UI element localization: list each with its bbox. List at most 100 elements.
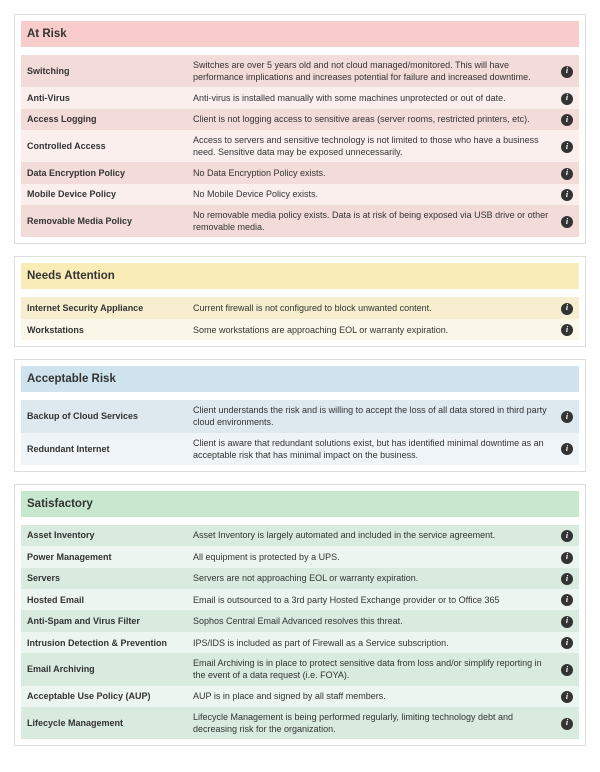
table-row: Internet Security ApplianceCurrent firew… (21, 297, 579, 318)
section-title: At Risk (21, 21, 579, 47)
table-row: Hosted EmailEmail is outsourced to a 3rd… (21, 589, 579, 610)
table-row: Anti-VirusAnti-virus is installed manual… (21, 87, 579, 108)
section-title: Acceptable Risk (21, 366, 579, 392)
row-feature: Acceptable Use Policy (AUP) (21, 686, 187, 707)
row-feature: Email Archiving (21, 653, 187, 685)
info-icon[interactable]: i (561, 303, 573, 315)
row-info-cell: i (555, 162, 579, 183)
info-icon[interactable]: i (561, 66, 573, 78)
row-note: Some workstations are approaching EOL or… (187, 319, 555, 340)
info-icon[interactable]: i (561, 718, 573, 730)
info-icon[interactable]: i (561, 616, 573, 628)
info-icon[interactable]: i (561, 93, 573, 105)
info-icon[interactable]: i (561, 189, 573, 201)
row-info-cell: i (555, 610, 579, 631)
section-accr: Acceptable Risk Backup of Cloud ServicesC… (14, 359, 586, 472)
row-feature: Data Encryption Policy (21, 162, 187, 183)
row-note: Email is outsourced to a 3rd party Hoste… (187, 589, 555, 610)
row-note: Client understands the risk and is willi… (187, 400, 555, 432)
info-icon[interactable]: i (561, 573, 573, 585)
row-note: AUP is in place and signed by all staff … (187, 686, 555, 707)
row-feature: Access Logging (21, 109, 187, 130)
row-feature: Power Management (21, 546, 187, 567)
row-info-cell: i (555, 109, 579, 130)
row-info-cell: i (555, 55, 579, 87)
row-feature: Intrusion Detection & Prevention (21, 632, 187, 653)
info-icon[interactable]: i (561, 114, 573, 126)
section-risk: At Risk SwitchingSwitches are over 5 year… (14, 14, 586, 244)
table-row: Acceptable Use Policy (AUP)AUP is in pla… (21, 686, 579, 707)
info-icon[interactable]: i (561, 443, 573, 455)
row-note: Servers are not approaching EOL or warra… (187, 568, 555, 589)
row-feature: Controlled Access (21, 130, 187, 162)
row-info-cell: i (555, 184, 579, 205)
row-note: IPS/IDS is included as part of Firewall … (187, 632, 555, 653)
section-attn: Needs AttentionInternet Security Applian… (14, 256, 586, 347)
row-info-cell: i (555, 653, 579, 685)
info-icon[interactable]: i (561, 637, 573, 649)
row-info-cell: i (555, 568, 579, 589)
row-feature: Anti-Spam and Virus Filter (21, 610, 187, 631)
section-table: Backup of Cloud ServicesClient understan… (21, 400, 579, 465)
table-row: Lifecycle ManagementLifecycle Management… (21, 707, 579, 739)
row-note: Current firewall is not configured to bl… (187, 297, 555, 318)
info-icon[interactable]: i (561, 168, 573, 180)
row-note: Email Archiving is in place to protect s… (187, 653, 555, 685)
section-table: Internet Security ApplianceCurrent firew… (21, 297, 579, 340)
row-info-cell: i (555, 319, 579, 340)
table-row: WorkstationsSome workstations are approa… (21, 319, 579, 340)
row-info-cell: i (555, 632, 579, 653)
table-row: Anti-Spam and Virus FilterSophos Central… (21, 610, 579, 631)
table-row: Access LoggingClient is not logging acce… (21, 109, 579, 130)
info-icon[interactable]: i (561, 530, 573, 542)
row-note: No Mobile Device Policy exists. (187, 184, 555, 205)
row-feature: Hosted Email (21, 589, 187, 610)
row-note: Anti-virus is installed manually with so… (187, 87, 555, 108)
row-feature: Asset Inventory (21, 525, 187, 546)
section-table: Asset InventoryAsset Inventory is largel… (21, 525, 579, 739)
info-icon[interactable]: i (561, 141, 573, 153)
info-icon[interactable]: i (561, 552, 573, 564)
row-feature: Redundant Internet (21, 433, 187, 465)
row-note: Asset Inventory is largely automated and… (187, 525, 555, 546)
row-info-cell: i (555, 130, 579, 162)
table-row: Backup of Cloud ServicesClient understan… (21, 400, 579, 432)
section-satf: Satisfactory Asset InventoryAsset Invento… (14, 484, 586, 746)
row-feature: Mobile Device Policy (21, 184, 187, 205)
table-row: Redundant InternetClient is aware that r… (21, 433, 579, 465)
row-note: Lifecycle Management is being performed … (187, 707, 555, 739)
info-icon[interactable]: i (561, 664, 573, 676)
row-info-cell: i (555, 707, 579, 739)
row-note: Client is aware that redundant solutions… (187, 433, 555, 465)
info-icon[interactable]: i (561, 411, 573, 423)
row-info-cell: i (555, 400, 579, 432)
row-note: Client is not logging access to sensitiv… (187, 109, 555, 130)
table-row: Data Encryption PolicyNo Data Encryption… (21, 162, 579, 183)
table-row: Intrusion Detection & PreventionIPS/IDS … (21, 632, 579, 653)
row-note: No Data Encryption Policy exists. (187, 162, 555, 183)
row-info-cell: i (555, 87, 579, 108)
info-icon[interactable]: i (561, 594, 573, 606)
row-info-cell: i (555, 525, 579, 546)
row-feature: Removable Media Policy (21, 205, 187, 237)
section-title: Satisfactory (21, 491, 579, 517)
table-row: ServersServers are not approaching EOL o… (21, 568, 579, 589)
row-feature: Lifecycle Management (21, 707, 187, 739)
row-feature: Anti-Virus (21, 87, 187, 108)
risk-report: At Risk SwitchingSwitches are over 5 year… (14, 14, 586, 746)
table-row: Power ManagementAll equipment is protect… (21, 546, 579, 567)
row-note: All equipment is protected by a UPS. (187, 546, 555, 567)
info-icon[interactable]: i (561, 324, 573, 336)
row-feature: Backup of Cloud Services (21, 400, 187, 432)
table-row: SwitchingSwitches are over 5 years old a… (21, 55, 579, 87)
row-note: Sophos Central Email Advanced resolves t… (187, 610, 555, 631)
row-info-cell: i (555, 686, 579, 707)
row-note: Access to servers and sensitive technolo… (187, 130, 555, 162)
info-icon[interactable]: i (561, 216, 573, 228)
table-row: Controlled AccessAccess to servers and s… (21, 130, 579, 162)
section-table: SwitchingSwitches are over 5 years old a… (21, 55, 579, 237)
row-info-cell: i (555, 589, 579, 610)
info-icon[interactable]: i (561, 691, 573, 703)
row-feature: Workstations (21, 319, 187, 340)
row-feature: Internet Security Appliance (21, 297, 187, 318)
